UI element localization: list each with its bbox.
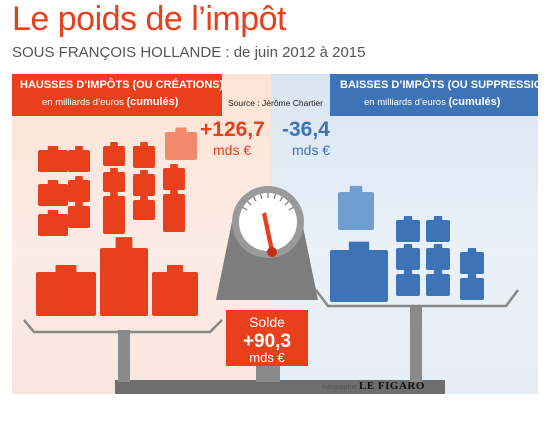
balance-label: Solde	[249, 314, 285, 330]
increase-weight-large-2-handle	[115, 237, 133, 250]
credit-line: Infographie LE FIGARO	[322, 380, 425, 392]
decrease-weight-6	[460, 252, 484, 274]
gauge-tick	[242, 206, 248, 211]
increase-weight-1-0	[68, 150, 90, 172]
gauge-needle-pivot	[267, 247, 277, 257]
gauge-tick	[288, 206, 294, 211]
increases-value: +126,7	[200, 118, 265, 141]
increase-weight-4-2	[163, 212, 185, 232]
increase-weight-faded	[165, 132, 197, 160]
increases-header-title: HAUSSES D’IMPÔTS (OU CRÉATIONS)	[20, 79, 224, 91]
increase-weight-0-0	[38, 150, 68, 172]
credit-prefix: Infographie	[322, 384, 358, 391]
increase-weight-2-2	[103, 196, 125, 216]
increase-weight-3-0	[133, 146, 155, 168]
decreases-header-title: BAISSES D’IMPÔTS (OU SUPPRESSIONS)	[340, 79, 550, 91]
increase-weight-0-1	[38, 184, 68, 206]
increase-weight-4-0	[163, 168, 185, 190]
increase-weight-0-2	[38, 214, 68, 236]
increase-weight-large-3-handle	[166, 264, 184, 274]
increase-weight-1-1	[68, 180, 90, 202]
increase-weight-3-2	[133, 200, 155, 220]
decrease-weight-7	[460, 278, 484, 300]
increase-weight-1-2	[68, 206, 90, 228]
gauge-tick	[259, 193, 263, 199]
gauge-tick	[252, 196, 257, 202]
decrease-weight-1	[396, 248, 420, 270]
decreases-value: -36,4	[282, 118, 330, 141]
increase-weight-large-1-handle	[55, 264, 77, 274]
increase-weight-2-3	[103, 214, 125, 234]
decrease-weight-faded-handle	[349, 185, 363, 194]
increases-unit-note: en milliards d’euros	[42, 97, 124, 108]
decrease-weight-large	[330, 250, 388, 302]
gauge-tick	[273, 193, 277, 199]
increases-header-subtitle: en milliards d’euros (cumulés)	[42, 96, 178, 108]
decrease-weight-5	[426, 274, 450, 296]
decreases-header: BAISSES D’IMPÔTS (OU SUPPRESSIONS) en mi…	[330, 74, 550, 116]
increase-weight-4-1	[163, 194, 185, 216]
left-pan-post	[118, 330, 130, 382]
balance-unit: mds €	[249, 350, 285, 365]
increase-weight-2-1	[103, 172, 125, 192]
increases-value-unit: mds €	[213, 142, 252, 158]
right-pan-tray	[315, 289, 519, 308]
increase-weight-3-1	[133, 174, 155, 196]
decreases-weights	[330, 185, 484, 302]
decrease-weight-large-handle	[348, 241, 370, 252]
decreases-header-subtitle: en milliards d’euros (cumulés)	[364, 96, 500, 108]
source-note: Source : Jérôme Chartier	[228, 98, 323, 108]
gauge-tick	[279, 196, 284, 202]
decreases-cumulative-note: (cumulés)	[448, 96, 501, 108]
decrease-weight-0	[396, 220, 420, 242]
increase-weight-large-2	[100, 248, 148, 316]
increase-weight-2-0	[103, 146, 125, 166]
increases-pan	[23, 319, 223, 334]
increase-weight-large-3	[152, 272, 198, 316]
decrease-weight-faded	[338, 192, 374, 230]
gauge-tick	[247, 201, 252, 206]
gauge-needle	[262, 212, 274, 252]
decrease-weight-4	[426, 248, 450, 270]
gauge-tick	[284, 201, 289, 206]
left-pan-tray	[23, 319, 223, 334]
right-pan-post	[410, 306, 422, 382]
increases-weights	[36, 127, 198, 316]
increase-weight-large-1	[36, 272, 96, 316]
decreases-unit-note: en milliards d’euros	[364, 97, 446, 108]
credit-brand: LE FIGARO	[358, 380, 425, 392]
scale-floor-bar	[115, 380, 445, 394]
decreases-pan	[315, 289, 519, 308]
page-title: Le poids de l’impôt	[12, 0, 287, 38]
gauge-dial	[232, 186, 304, 258]
decrease-weight-2	[396, 274, 420, 296]
page-subtitle: SOUS FRANÇOIS HOLLANDE : de juin 2012 à …	[12, 44, 366, 61]
increases-cumulative-note: (cumulés)	[126, 96, 179, 108]
decreases-value-unit: mds €	[292, 142, 331, 158]
balance-value: +90,3	[242, 331, 292, 352]
decrease-weight-3	[426, 220, 450, 242]
balance-box: Solde +90,3 mds €	[226, 310, 308, 366]
increases-header: HAUSSES D’IMPÔTS (OU CRÉATIONS) en milli…	[12, 74, 224, 116]
